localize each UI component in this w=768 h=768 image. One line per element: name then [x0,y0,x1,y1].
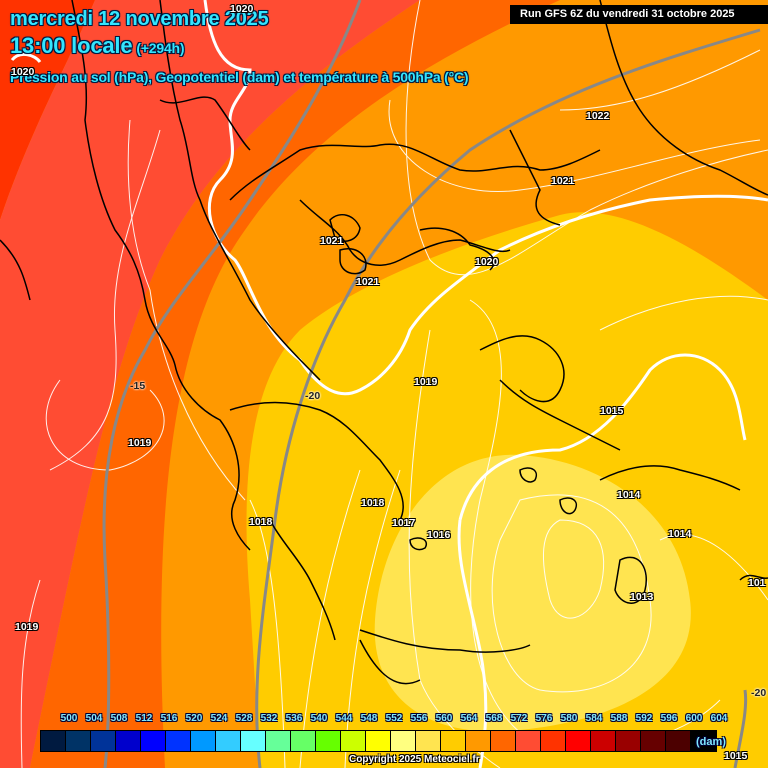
pressure-label: 1013 [630,591,654,603]
legend-swatch [391,731,416,751]
pressure-label: 1020 [475,256,499,268]
legend-tick: 604 [710,713,728,724]
legend-tick: 568 [485,713,503,724]
legend-tick: 576 [535,713,553,724]
forecast-time: 13:00 locale (+294h) [10,33,185,59]
pressure-label: 1021 [551,175,575,187]
legend-tick: 504 [85,713,103,724]
legend-tick: 560 [435,713,453,724]
pressure-label: 1014 [668,528,692,540]
legend-swatch [616,731,641,751]
legend-tick: 536 [285,713,303,724]
pressure-label: 1015 [600,405,624,417]
legend-swatch [441,731,466,751]
copyright: Copyright 2025 Meteociel.fr [349,754,480,765]
pressure-label: 1019 [414,376,438,388]
legend-tick: 572 [510,713,528,724]
legend-swatch [491,731,516,751]
legend-colorbar [40,730,717,752]
pressure-label: 1014 [617,489,641,501]
legend-swatch [216,731,241,751]
pressure-label: 1017 [392,517,416,529]
legend-swatch [416,731,441,751]
legend-tick: 584 [585,713,603,724]
legend-tick: 508 [110,713,128,724]
legend-swatch [341,731,366,751]
legend-tick: 548 [360,713,378,724]
legend-swatch [91,731,116,751]
legend-tick: 592 [635,713,653,724]
legend-tick: 520 [185,713,203,724]
forecast-date: mercredi 12 novembre 2025 [10,8,269,30]
legend-swatch [241,731,266,751]
legend-tick: 528 [235,713,253,724]
pressure-label: 1018 [249,516,273,528]
chart-description: Pression au sol (hPa), Geopotentiel (dam… [10,69,469,85]
legend-tick: 540 [310,713,328,724]
coastlines-borders [0,0,768,685]
legend-tick: 564 [460,713,478,724]
legend-tick: 500 [60,713,78,724]
band-572 [0,0,420,768]
legend-swatch [166,731,191,751]
pressure-label: 1018 [361,497,385,509]
legend-swatch [466,731,491,751]
legend-tick: 552 [385,713,403,724]
pressure-label: 1020 [230,3,254,15]
legend-tick: 596 [660,713,678,724]
temperature-label: -20 [305,390,321,402]
legend-tick: 580 [560,713,578,724]
legend-tick: 524 [210,713,228,724]
pressure-label: 1015 [724,750,748,762]
legend-swatch [41,731,66,751]
geopotential-legend: 500 504 508 512 516 520 524 528 532 536 540 544 548 5… [40,714,760,768]
legend-swatch [116,731,141,751]
legend-tick: 556 [410,713,428,724]
legend-tick: 512 [135,713,153,724]
pressure-label: 1016 [427,529,451,541]
legend-swatch [566,731,591,751]
pressure-label: 1019 [128,437,152,449]
band-556 [374,454,691,732]
legend-swatch [316,731,341,751]
isotherms [102,0,761,768]
legend-tick: 544 [335,713,353,724]
legend-tick: 532 [260,713,278,724]
isobars [20,0,768,768]
legend-tick: 600 [685,713,703,724]
local-time: 13:00 locale [10,33,133,58]
pressure-label: 1020 [11,66,35,78]
legend-swatch [691,731,716,751]
legend-tick: 516 [160,713,178,724]
legend-swatch [666,731,691,751]
legend-swatch [591,731,616,751]
legend-swatch [366,731,391,751]
run-info-banner: Run GFS 6Z du vendredi 31 octobre 2025 [510,5,768,24]
pressure-label: 1019 [15,621,39,633]
legend-swatch [541,731,566,751]
pressure-label: 1022 [586,110,610,122]
pressure-label: 1021 [320,235,344,247]
legend-tick: 588 [610,713,628,724]
legend-swatch [66,731,91,751]
lead-time: (+294h) [136,40,185,56]
pressure-label: 101 [748,577,766,589]
legend-swatch [191,731,216,751]
legend-swatch [641,731,666,751]
legend-swatch [141,731,166,751]
legend-swatch [291,731,316,751]
temperature-label: -15 [130,380,146,392]
legend-swatch [266,731,291,751]
legend-unit: (dam) [696,736,726,748]
temperature-label: -20 [751,687,767,699]
pressure-label: 1021 [356,276,380,288]
legend-swatch [516,731,541,751]
